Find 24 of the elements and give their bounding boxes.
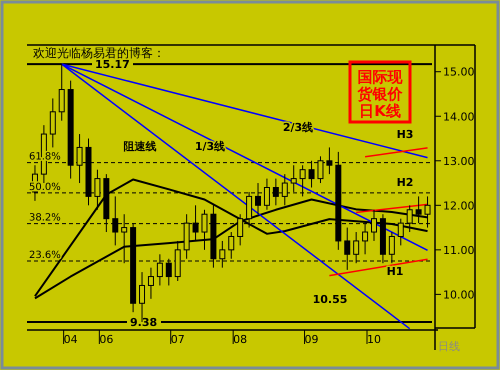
y-tick-label: 14.00 [443,110,474,124]
ref-line-label: 9.38 [130,316,158,329]
ref-line-label: 15.17 [95,58,130,72]
x-tick-label: 06 [99,333,114,346]
y-tick-label: 10.00 [443,288,474,302]
x-tick-label: 04 [64,333,78,346]
annotation: 10.55 [312,293,348,306]
annotation: H1 [386,265,404,278]
y-tick-label: 13.00 [443,154,474,168]
text: 日线 [438,340,460,353]
annotation: H2 [396,176,414,189]
annotation: 38.2% [29,212,61,224]
annotation: 23.6% [29,250,61,261]
chart-title: 欢迎光临杨易君的博客： [33,46,165,60]
annotation: H3 [396,128,414,141]
annotation: 阻速线 [124,140,156,153]
x-tick-label: 08 [233,333,248,346]
x-tick-label: 10 [367,333,382,346]
x-tick-label: 07 [170,333,185,346]
y-tick-label: 12.00 [443,199,474,212]
y-tick-label: 11.00 [443,244,474,257]
y-tick-label: 15.00 [443,66,474,79]
annotation: 国际现货银价日K线 [356,68,404,120]
x-tick-label: 09 [304,333,319,346]
